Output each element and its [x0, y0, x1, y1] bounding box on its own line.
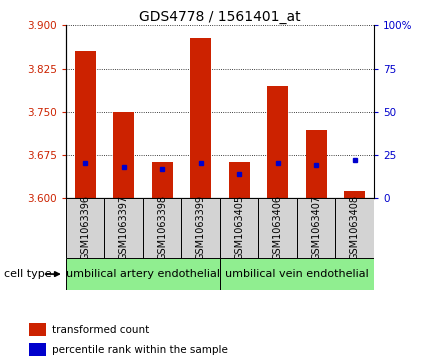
Text: GSM1063406: GSM1063406: [273, 195, 283, 260]
FancyBboxPatch shape: [220, 258, 374, 290]
Text: cell type: cell type: [4, 269, 52, 279]
FancyBboxPatch shape: [66, 198, 105, 258]
Text: GSM1063397: GSM1063397: [119, 195, 129, 260]
Bar: [74, 51, 96, 198]
FancyBboxPatch shape: [220, 198, 258, 258]
Bar: [306, 130, 327, 198]
Text: GSM1063408: GSM1063408: [350, 195, 360, 260]
Text: GSM1063399: GSM1063399: [196, 195, 206, 260]
Bar: [29, 343, 46, 356]
Bar: [344, 191, 366, 198]
FancyBboxPatch shape: [143, 198, 181, 258]
FancyBboxPatch shape: [258, 198, 297, 258]
Text: GSM1063405: GSM1063405: [234, 195, 244, 260]
Bar: [229, 162, 250, 198]
Bar: [267, 86, 288, 198]
FancyBboxPatch shape: [105, 198, 143, 258]
Text: umbilical vein endothelial: umbilical vein endothelial: [225, 269, 369, 279]
Bar: [29, 323, 46, 336]
Text: transformed count: transformed count: [52, 325, 149, 335]
Text: percentile rank within the sample: percentile rank within the sample: [52, 345, 228, 355]
FancyBboxPatch shape: [181, 198, 220, 258]
Bar: [113, 112, 134, 198]
Text: GSM1063398: GSM1063398: [157, 195, 167, 260]
FancyBboxPatch shape: [66, 258, 220, 290]
Bar: [152, 162, 173, 198]
FancyBboxPatch shape: [335, 198, 374, 258]
Text: umbilical artery endothelial: umbilical artery endothelial: [66, 269, 220, 279]
Title: GDS4778 / 1561401_at: GDS4778 / 1561401_at: [139, 11, 301, 24]
Text: GSM1063396: GSM1063396: [80, 195, 90, 260]
FancyBboxPatch shape: [297, 198, 335, 258]
Text: GSM1063407: GSM1063407: [311, 195, 321, 260]
Bar: [190, 38, 211, 198]
